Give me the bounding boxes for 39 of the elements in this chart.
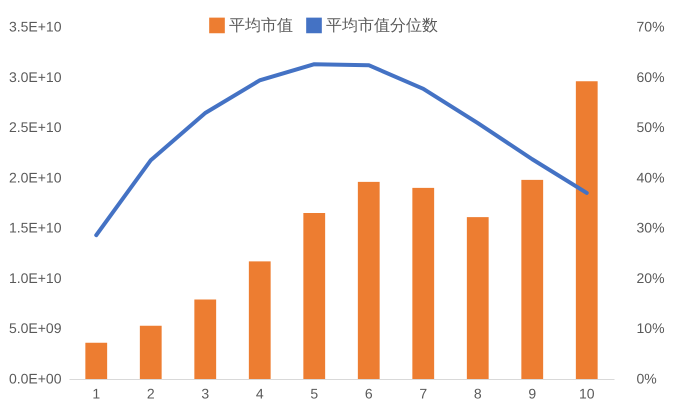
x-tick-label: 3 [201,386,210,402]
y-tick-label: 0.0E+00 [8,370,62,386]
x-tick-label: 4 [256,386,264,402]
x-tick-label: 7 [419,386,428,402]
x-tick-label: 10 [578,386,595,402]
bar [466,217,489,379]
x-tick-label: 6 [364,386,373,402]
bar [521,180,544,379]
bar [576,81,598,379]
bar [412,188,434,379]
x-tick-label: 1 [92,386,100,402]
y2-tick-label: 40% [636,169,665,186]
bar [140,326,162,379]
bar [358,182,380,379]
bar [85,342,108,379]
y-tick-label: 2.0E+10 [8,169,62,186]
y2-tick-label: 0% [636,370,657,386]
y2-tick-label: 60% [636,68,665,85]
y2-tick-label: 10% [636,320,665,336]
line-series [94,62,589,238]
x-tick-label: 8 [474,386,482,402]
y-tick-label: 3.0E+10 [8,68,62,85]
y2-tick-label: 20% [636,270,665,286]
legend-label: 平均市值分位数 [326,16,438,34]
y-tick-label: 3.5E+10 [8,18,62,34]
y2-tick-label: 50% [636,119,665,136]
x-tick-label: 9 [528,386,536,402]
bar [194,300,216,379]
y-tick-label: 1.0E+10 [8,270,62,286]
y-tick-label: 1.5E+10 [8,220,62,236]
bar [303,213,326,379]
x-tick-label: 5 [310,386,318,402]
y2-tick-label: 30% [636,220,665,236]
y-tick-label: 2.5E+10 [8,119,62,136]
bar [248,261,271,379]
y2-tick-label: 70% [636,18,665,34]
x-tick-label: 2 [146,386,155,402]
legend-label: 平均市值 [229,16,293,34]
y-tick-label: 5.0E+09 [8,320,62,336]
